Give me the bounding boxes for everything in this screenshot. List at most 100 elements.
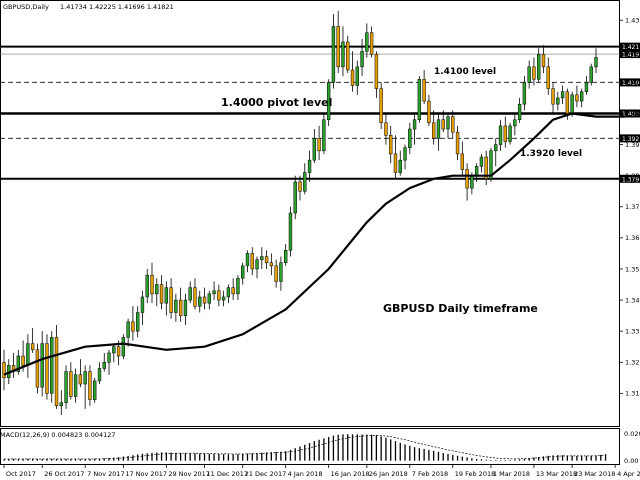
candle-body-109: [522, 82, 527, 105]
candle-body-77: [369, 32, 374, 55]
candle-body-13: [64, 371, 68, 403]
candle-body-33: [159, 284, 164, 304]
candle-body-29: [140, 296, 145, 313]
x-tick-label-8: 16 Jan 2018: [331, 470, 370, 478]
candle-body-31: [150, 274, 154, 295]
candle-body-34: [164, 287, 169, 304]
candle-body-22: [107, 352, 111, 363]
candle-body-50: [241, 265, 245, 279]
candle-body-104: [498, 125, 503, 145]
candle-body-98: [470, 175, 474, 189]
y-tick-label-6: 1.37: [625, 203, 639, 211]
macd-header: MACD(12,26,9) 0.004823 0.004127: [0, 431, 116, 439]
moving-average-line: [3, 112, 625, 376]
x-tick-label-12: 1 Mar 2018: [493, 470, 530, 478]
candle-body-96: [460, 153, 465, 170]
candle-body-111: [532, 66, 536, 80]
candle-body-87: [417, 79, 422, 120]
y-tick-label-9: 1.34: [625, 296, 639, 304]
candle-body-97: [465, 169, 469, 189]
candle-body-89: [427, 100, 431, 124]
x-tick-label-15: 4 Apr 2018: [617, 470, 640, 478]
y-tick-label-3: 1.40: [625, 110, 639, 118]
candle-body-83: [398, 159, 402, 173]
candle-body-106: [508, 125, 512, 142]
x-tick-label-10: 7 Feb 2018: [412, 470, 448, 478]
candle-body-74: [355, 66, 359, 86]
level-tag-2: 1.410: [622, 80, 639, 87]
candle-body-63: [303, 172, 307, 192]
candle-body-9: [45, 343, 49, 394]
level-tag-5: 1.379: [622, 176, 639, 183]
candle-body-42: [202, 296, 207, 304]
candle-body-24: [116, 346, 121, 357]
candle-body-88: [422, 79, 426, 102]
macd-signal-line: [4, 435, 606, 460]
y-tick-label-11: 1.32: [625, 359, 639, 367]
candle-body-117: [560, 91, 565, 99]
candle-body-124: [594, 57, 598, 68]
candle-body-110: [527, 66, 531, 83]
candle-body-72: [346, 41, 350, 71]
candle-body-26: [126, 321, 130, 338]
candle-body-118: [565, 91, 570, 114]
level-tag-1: 1.419: [622, 52, 639, 59]
candle-body-6: [30, 343, 35, 351]
candle-body-11: [54, 337, 59, 407]
candle-body-61: [293, 181, 297, 214]
candle-body-75: [360, 51, 364, 68]
x-tick-label-2: 7 Nov 2017: [87, 470, 125, 478]
candle-body-64: [307, 159, 312, 173]
candle-body-91: [436, 119, 441, 139]
candle-body-69: [331, 26, 336, 83]
x-tick-label-7: 4 Jan 2018: [288, 470, 323, 478]
level-tag-3: 1.400: [622, 111, 639, 118]
candle-body-4: [21, 355, 25, 366]
x-tick-label-9: 26 Jan 2018: [369, 470, 408, 478]
candle-body-57: [274, 265, 278, 282]
candle-body-121: [579, 91, 584, 102]
candle-body-100: [479, 156, 484, 167]
candle-body-102: [489, 150, 493, 180]
level-tag-box-0: [620, 42, 640, 51]
chart-header-ohlc: 1.41734 1.42225 1.41696 1.41821: [60, 3, 174, 11]
level-tag-box-1: [620, 50, 640, 59]
level-tag-box-5: [620, 174, 640, 183]
candle-body-81: [389, 135, 393, 155]
candle-body-65: [312, 138, 317, 161]
candle-body-67: [322, 119, 326, 152]
y-tick-label-5: 1.38: [625, 172, 639, 180]
candle-body-52: [250, 253, 254, 270]
candle-body-5: [26, 343, 30, 366]
candle-body-82: [393, 153, 398, 173]
candle-body-66: [317, 138, 321, 152]
candle-body-40: [193, 287, 197, 307]
y-tick-label-10: 1.33: [625, 327, 639, 335]
y-tick-label-8: 1.35: [625, 265, 639, 273]
candle-body-123: [589, 66, 593, 83]
x-tick-label-1: 26 Oct 2017: [44, 470, 84, 478]
candle-body-8: [40, 343, 44, 388]
candle-body-30: [145, 274, 149, 298]
x-tick-label-5: 11 Dec 2017: [207, 470, 249, 478]
candle-body-49: [236, 278, 240, 295]
candle-body-119: [570, 94, 574, 114]
candle-body-28: [135, 312, 140, 332]
candle-body-114: [546, 66, 550, 89]
candle-body-59: [283, 250, 288, 264]
macd-y-tick-1: 0.00: [624, 457, 638, 465]
candle-body-115: [551, 88, 555, 105]
candle-body-44: [212, 290, 216, 295]
candle-body-17: [83, 371, 87, 385]
candle-body-60: [288, 212, 293, 251]
candle-body-12: [59, 402, 63, 407]
candle-body-85: [408, 128, 412, 148]
candle-body-18: [88, 371, 92, 400]
candle-body-70: [336, 26, 340, 68]
level-label-1-4100: 1.4100 level: [434, 67, 496, 77]
candle-body-80: [384, 122, 388, 136]
candle-body-58: [279, 262, 283, 282]
candle-body-56: [269, 262, 274, 267]
candle-body-92: [441, 119, 445, 130]
